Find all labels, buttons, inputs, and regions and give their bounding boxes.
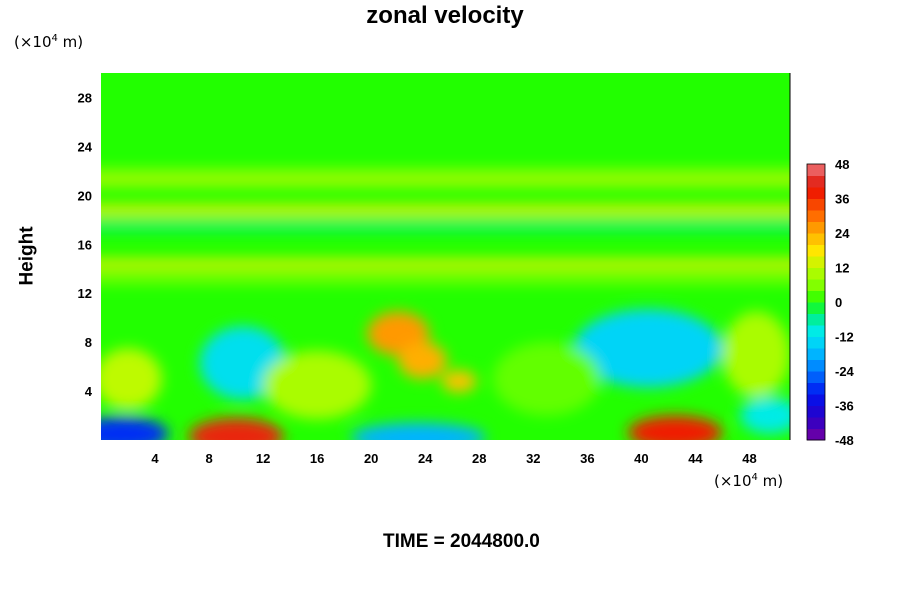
colorbar-segment (807, 336, 825, 349)
y-tick-label: 8 (85, 335, 92, 350)
colorbar-segment (807, 359, 825, 372)
colorbar-tick-label: 48 (835, 157, 849, 172)
field-blob-13 (722, 311, 790, 398)
y-tick-label: 12 (78, 286, 92, 301)
x-tick-label: 40 (634, 451, 648, 466)
x-tick-label: 44 (688, 451, 703, 466)
field-blob-10 (101, 348, 162, 410)
x-tick-label: 20 (364, 451, 378, 466)
x-tick-label: 12 (256, 451, 270, 466)
x-tick-label: 28 (472, 451, 486, 466)
colorbar-tick-label: -36 (835, 399, 854, 414)
colorbar-segment (807, 187, 825, 199)
x-unit-label: (×104 m) (714, 472, 784, 490)
y-tick-label: 20 (78, 188, 92, 203)
colorbar-segment (807, 175, 825, 188)
colorbar-segment (807, 325, 825, 337)
colorbar-segment (807, 256, 825, 268)
colorbar-segment (807, 221, 825, 234)
colorbar-segment (807, 164, 825, 176)
colorbar-tick-label: -12 (835, 330, 854, 345)
colorbar-segment (807, 428, 825, 441)
field-band-5 (101, 273, 790, 284)
x-tick-label: 36 (580, 451, 594, 466)
colorbar-segment (807, 267, 825, 280)
x-tick-label: 24 (418, 451, 433, 466)
colorbar-tick-label: 24 (835, 226, 850, 241)
field-blob-3 (627, 415, 723, 440)
colorbar-tick-label: -48 (835, 433, 854, 448)
field-band-4 (101, 258, 790, 270)
field-blob-11 (263, 350, 372, 420)
colorbar-segment (807, 302, 825, 314)
field-blob-1 (188, 417, 284, 440)
y-tick-label: 4 (85, 384, 93, 399)
colorbar-segment (807, 290, 825, 303)
chart-title: zonal velocity (366, 2, 524, 29)
x-tick-label: 8 (205, 451, 212, 466)
colorbar-segment (807, 348, 825, 360)
field-blob-8 (398, 342, 447, 379)
field-band-0 (101, 169, 790, 178)
field-blob-4 (740, 397, 790, 434)
y-tick-label: 28 (78, 90, 92, 105)
x-tick-label: 32 (526, 451, 540, 466)
colorbar-segment (807, 313, 825, 326)
colorbar-segment (807, 244, 825, 257)
y-unit-label: (×104 m) (14, 33, 84, 51)
colorbar-tick-label: 36 (835, 192, 849, 207)
colorbar-tick-label: 0 (835, 295, 842, 310)
field-blob-12 (492, 342, 601, 416)
field-band-1 (101, 179, 790, 187)
colorbar-frame (806, 163, 826, 441)
field-blob-2 (350, 422, 487, 440)
colorbar-tick-label: 12 (835, 261, 849, 276)
colorbar-segment (807, 198, 825, 211)
x-tick-label: 4 (151, 451, 159, 466)
colorbar-segment (807, 417, 825, 429)
x-tick-label: 16 (310, 451, 324, 466)
field-blob-0 (101, 416, 169, 440)
field-band-2 (101, 203, 790, 217)
time-label: TIME = 2044800.0 (383, 531, 540, 552)
y-tick-label: 16 (78, 237, 92, 252)
colorbar-segment (807, 405, 825, 418)
colorbar-segment (807, 382, 825, 395)
colorbar-tick-label: -24 (835, 364, 855, 379)
x-tick-label: 48 (742, 451, 756, 466)
field-band-3 (101, 221, 790, 231)
colorbar-segment (807, 371, 825, 383)
y-tick-label: 24 (78, 139, 93, 154)
field-blob-9 (441, 370, 477, 393)
colorbar-segment (807, 279, 825, 291)
colorbar-segment (807, 210, 825, 222)
colorbar-segment (807, 233, 825, 245)
field-blob-6 (573, 309, 723, 388)
colorbar-segment (807, 394, 825, 406)
